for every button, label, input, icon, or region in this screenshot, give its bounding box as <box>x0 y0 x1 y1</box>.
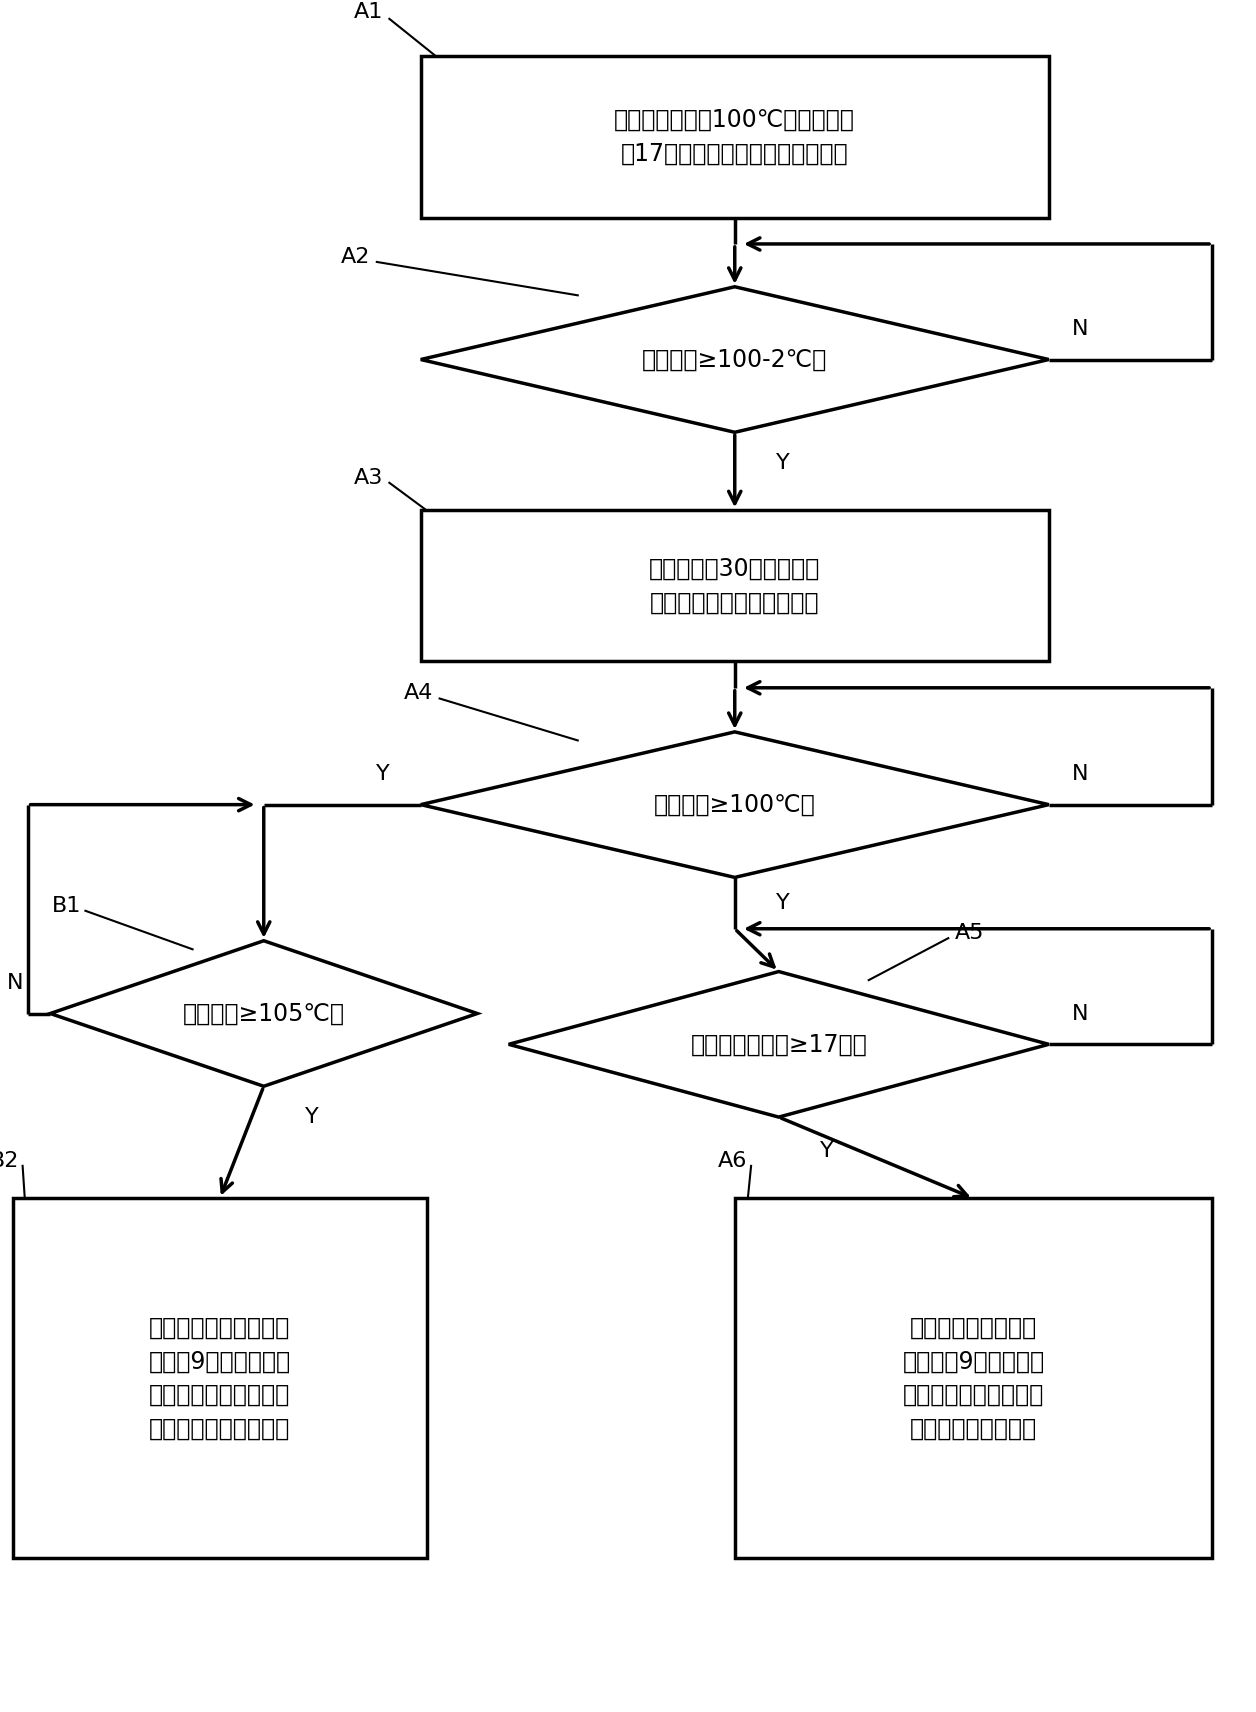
Text: 投料器开吧30秒，搞拌器
开启，扩展控制模块开启。: 投料器开吧30秒，搞拌器 开启，扩展控制模块开启。 <box>649 556 820 615</box>
Polygon shape <box>509 972 1049 1116</box>
Text: 目标温度≥100℃？: 目标温度≥100℃？ <box>654 793 815 817</box>
Text: A4: A4 <box>404 683 433 704</box>
Text: Y: Y <box>305 1108 318 1126</box>
Text: Y: Y <box>776 894 789 912</box>
Text: B1: B1 <box>53 895 82 916</box>
Polygon shape <box>421 288 1049 433</box>
Text: 报警器和燃气灿关闭
装置开启9秒，搞拌器
和扩展控制模块关闭，
显示面板显示完成。: 报警器和燃气灿关闭 装置开启9秒，搞拌器 和扩展控制模块关闭， 显示面板显示完成… <box>902 1317 1045 1440</box>
Text: 报警器和燃气灿关闭装
置开启9秒，搞拌器和
扩展控制模块关闭，显
示面板显示超温出错。: 报警器和燃气灿关闭装 置开启9秒，搞拌器和 扩展控制模块关闭，显 示面板显示超温… <box>148 1317 291 1440</box>
Text: Y: Y <box>820 1142 833 1161</box>
Text: 延时开始，延时≥17分？: 延时开始，延时≥17分？ <box>691 1032 867 1056</box>
Text: N: N <box>1071 1003 1089 1024</box>
Text: A6: A6 <box>718 1150 747 1171</box>
Polygon shape <box>50 942 477 1087</box>
Text: Y: Y <box>377 764 389 784</box>
FancyBboxPatch shape <box>13 1198 427 1558</box>
Text: B2: B2 <box>0 1150 19 1171</box>
Polygon shape <box>421 733 1049 877</box>
Text: A3: A3 <box>354 467 383 488</box>
Text: A2: A2 <box>342 247 371 267</box>
Text: A5: A5 <box>955 923 983 943</box>
Text: Y: Y <box>776 454 789 473</box>
Text: 输入：目标温度100℃，到温后延
时17分，要投料和搞拌，按启动。: 输入：目标温度100℃，到温后延 时17分，要投料和搞拌，按启动。 <box>614 108 855 166</box>
Text: 目标温度≥100-2℃？: 目标温度≥100-2℃？ <box>642 348 828 372</box>
Text: N: N <box>1071 318 1089 339</box>
Text: A1: A1 <box>354 2 383 22</box>
FancyBboxPatch shape <box>421 55 1049 219</box>
Text: 目标温度≥105℃？: 目标温度≥105℃？ <box>183 1002 344 1025</box>
FancyBboxPatch shape <box>421 510 1049 661</box>
Text: N: N <box>1071 764 1089 784</box>
FancyBboxPatch shape <box>735 1198 1212 1558</box>
Text: N: N <box>6 972 24 993</box>
